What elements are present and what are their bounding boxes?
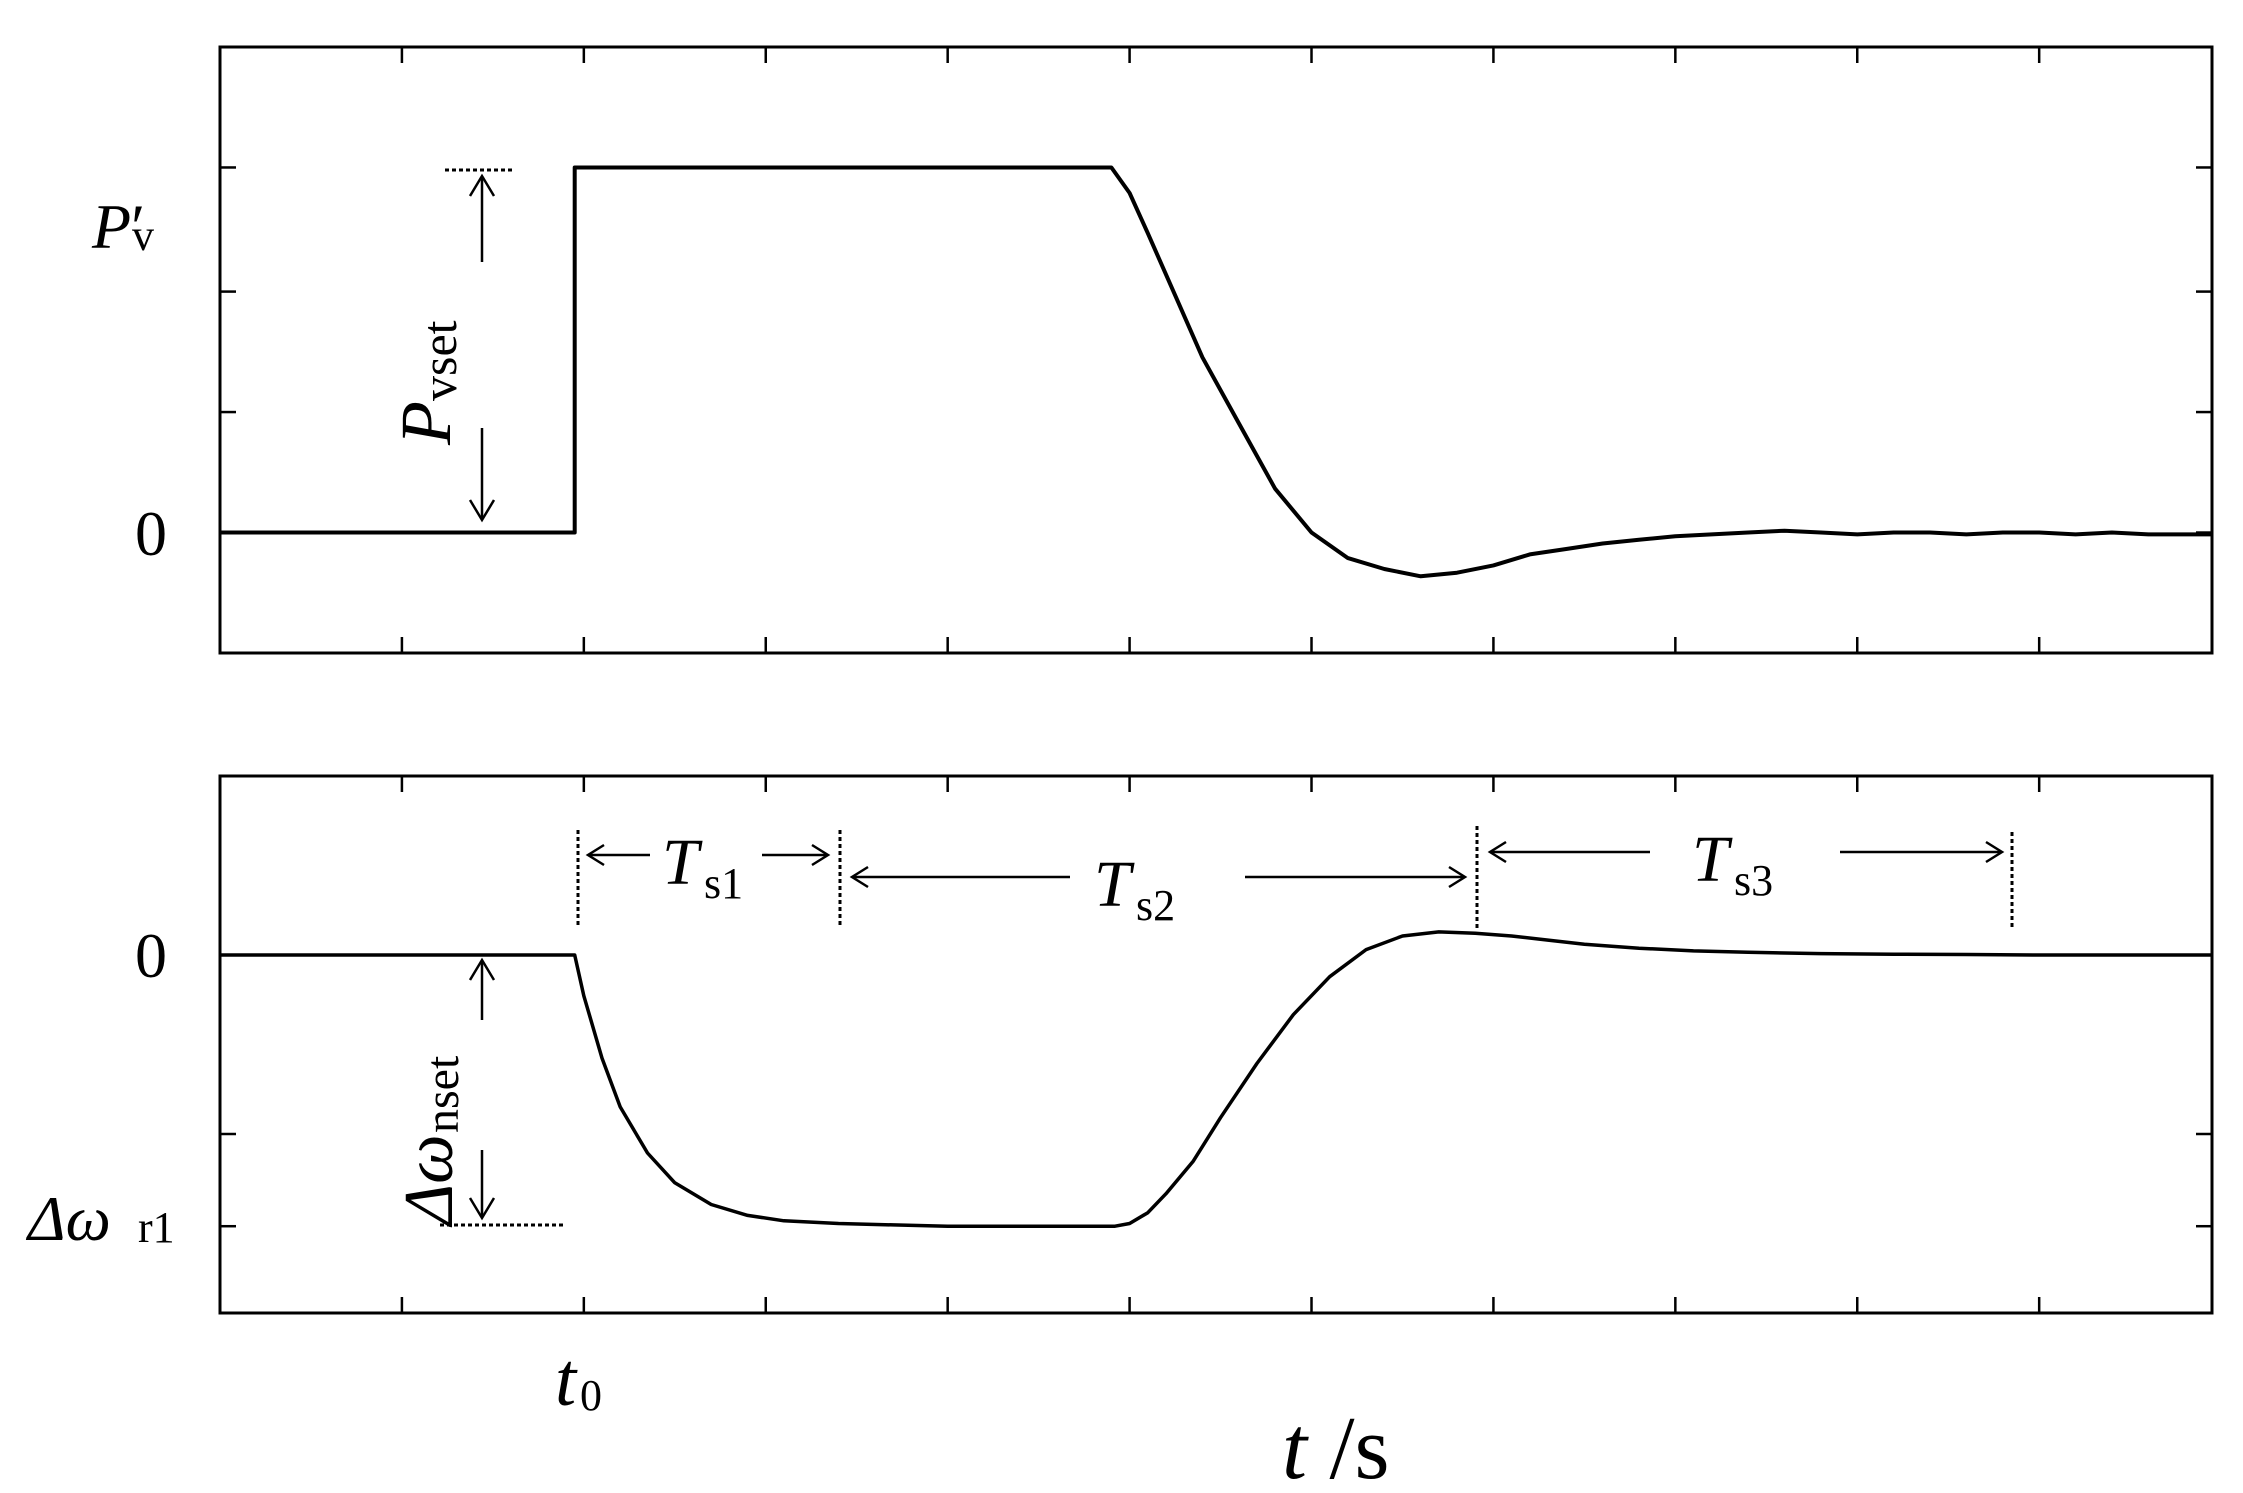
bottom-panel: 0 Δω r1 Δω nset T s1 — [25, 774, 2214, 1315]
interval-ts3-label: T — [1692, 823, 1733, 896]
bottom-nset-arrowhead-up — [468, 957, 496, 981]
top-ticks — [220, 47, 2212, 653]
interval-ts1-label-subscript: s1 — [704, 859, 743, 908]
bottom-nset-label-subscript: nset — [416, 1055, 469, 1133]
top-pvset-arrowhead-up — [468, 173, 496, 197]
top-zero-tick-label: 0 — [135, 498, 167, 569]
interval-ts2-label-subscript: s2 — [1136, 881, 1175, 930]
top-series-line — [220, 165, 2212, 579]
bottom-nset-arrowhead-down — [468, 1197, 496, 1221]
interval-ts1-label: T — [662, 826, 703, 899]
top-panel: P′ v 0 P vset — [91, 45, 2214, 655]
interval-ts2-label: T — [1094, 848, 1135, 921]
interval-ts3 — [1487, 840, 2005, 864]
x-axis-label: t /s — [1282, 1399, 1390, 1493]
bottom-zero-tick-label: 0 — [135, 920, 167, 991]
bottom-ticks — [220, 776, 2212, 1313]
x-tick-label-t0-subscript: 0 — [580, 1371, 602, 1420]
x-tick-label-t0: t — [555, 1338, 578, 1422]
interval-ts2 — [849, 865, 1468, 889]
top-pvset-label-subscript: vset — [411, 320, 467, 401]
interval-ts3-label-subscript: s3 — [1734, 856, 1773, 905]
top-y-label-subscript: v — [132, 211, 154, 260]
top-pvset-arrowhead-down — [468, 499, 496, 523]
bottom-nset-label: Δω — [391, 1134, 468, 1228]
bottom-series-line — [220, 930, 2212, 1228]
interval-ts1 — [585, 843, 831, 867]
bottom-y-label-subscript: r1 — [138, 1203, 175, 1252]
top-y-label: P′ — [91, 191, 145, 262]
top-pvset-label: P — [386, 401, 466, 446]
bottom-y-label: Δω — [25, 1183, 111, 1254]
bottom-plot-frame — [218, 774, 2214, 1315]
top-plot-frame — [218, 45, 2214, 655]
